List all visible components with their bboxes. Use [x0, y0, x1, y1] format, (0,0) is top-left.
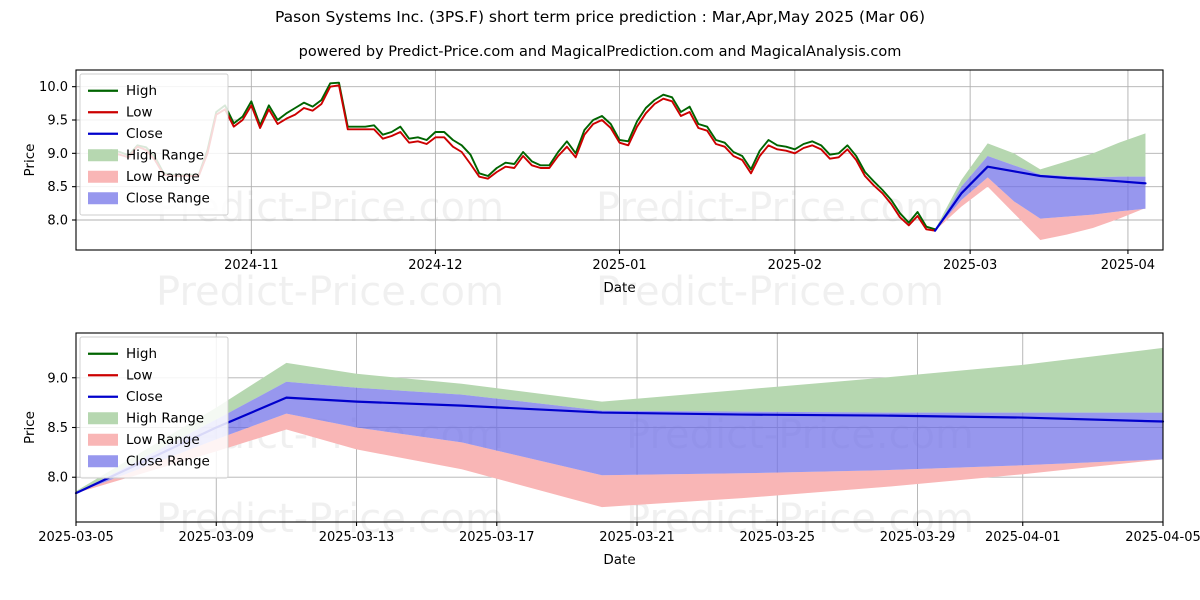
- chart-legend: High Low Close High Range Low Range Close Ran…: [79, 73, 229, 216]
- legend-item-label: High: [126, 83, 157, 99]
- chart-panel-history: Predict-Price.com Predict-Price.com Predic…: [0, 62, 1200, 315]
- x-tick-label: 2024-12: [408, 258, 462, 273]
- legend-item-label: Low Range: [126, 169, 200, 185]
- legend-item-low[interactable]: Low: [88, 367, 153, 383]
- high-range-band: [76, 347, 1163, 494]
- legend-item-label: Low: [126, 367, 153, 383]
- watermark-text: Predict-Price.com: [156, 269, 504, 315]
- forecast-bands: [76, 347, 1163, 508]
- high-line: [110, 81, 937, 231]
- legend-patch-swatch: [88, 455, 118, 468]
- legend-patch-swatch: [88, 149, 118, 162]
- x-tick-label: 2025-03-09: [178, 530, 254, 545]
- legend-item-label: Close Range: [126, 190, 210, 206]
- chart-svg-bottom: Predict-Price.comPredict-Price.comPredic…: [22, 332, 1200, 568]
- x-tick-label: 2025-02: [768, 258, 822, 273]
- page-title: Pason Systems Inc. (3PS.F) short term pr…: [274, 8, 926, 26]
- chart-panel-forecast: Predict-Price.comPredict-Price.comPredic…: [0, 325, 1200, 590]
- watermark-text: Predict-Price.com: [156, 496, 504, 542]
- legend-item-label: Close: [126, 126, 163, 142]
- low-range-band: [76, 413, 1163, 508]
- y-axis-title: Price: [22, 144, 38, 177]
- y-tick-label: 9.0: [47, 371, 68, 386]
- history-series: [110, 81, 937, 232]
- legend-item-close[interactable]: Close: [88, 126, 163, 142]
- legend-item-label: High Range: [126, 410, 204, 426]
- legend-item-label: Close Range: [126, 453, 210, 469]
- x-tick-label: 2025-03: [943, 258, 997, 273]
- legend-item-close-range[interactable]: Close Range: [88, 453, 210, 469]
- legend-item-high[interactable]: High: [88, 83, 157, 99]
- page-subtitle: powered by Predict-Price.com and Magical…: [298, 44, 902, 60]
- y-tick-label: 9.5: [47, 114, 68, 129]
- y-tick-label: 8.0: [47, 214, 68, 229]
- x-axis-title: Date: [603, 280, 635, 296]
- x-tick-label: 2025-04-05: [1125, 530, 1200, 545]
- axes-labels: 8.0 8.5 9.0 9.5 10.0 2024-11 2024-12 2025-01 202…: [22, 80, 1155, 296]
- legend-item-high[interactable]: High: [88, 346, 157, 362]
- x-tick-label: 2025-03-13: [319, 530, 395, 545]
- watermark-text: Predict-Price.com: [626, 496, 974, 542]
- legend-item-high-range[interactable]: High Range: [88, 147, 204, 163]
- x-tick-label: 2025-03-21: [599, 530, 675, 545]
- forecast-bands: [935, 133, 1146, 240]
- close-range-band: [935, 156, 1146, 231]
- x-tick-label: 2025-04: [1101, 258, 1155, 273]
- y-tick-label: 10.0: [39, 80, 68, 95]
- chart-svg-top: Predict-Price.com Predict-Price.com Predic…: [22, 69, 1164, 315]
- legend-patch-swatch: [88, 192, 118, 205]
- x-tick-label: 2025-04-01: [985, 530, 1061, 545]
- y-tick-label: 9.0: [47, 147, 68, 162]
- legend-patch-swatch: [88, 412, 118, 425]
- chart-legend: High Low Close High Range Low Range Close Ran…: [79, 336, 229, 479]
- legend-item-label: Low Range: [126, 432, 200, 448]
- x-tick-label: 2025-03-05: [38, 530, 114, 545]
- legend-item-close[interactable]: Close: [88, 389, 163, 405]
- high-range-band: [935, 133, 1146, 231]
- y-tick-label: 8.5: [47, 180, 68, 195]
- y-tick-label: 8.5: [47, 421, 68, 436]
- x-tick-label: 2025-03-29: [880, 530, 956, 545]
- x-tick-label: 2025-03-17: [459, 530, 535, 545]
- legend-item-low-range[interactable]: Low Range: [88, 432, 200, 448]
- legend-patch-swatch: [88, 170, 118, 183]
- close-range-band: [76, 381, 1163, 494]
- legend-patch-swatch: [88, 433, 118, 446]
- legend-item-label: High Range: [126, 147, 204, 163]
- close-line: [74, 396, 1165, 495]
- legend-item-low[interactable]: Low: [88, 104, 153, 120]
- y-tick-label: 8.0: [47, 471, 68, 486]
- close-line: [933, 165, 1147, 232]
- y-axis-title: Price: [22, 411, 38, 444]
- legend-item-label: High: [126, 346, 157, 362]
- watermark-text: Predict-Price.com: [596, 185, 944, 231]
- low-line: [110, 84, 937, 232]
- x-tick-label: 2025-03-25: [740, 530, 816, 545]
- legend-item-label: Low: [126, 104, 153, 120]
- low-range-band: [935, 177, 1146, 240]
- axes-labels: 8.0 8.5 9.0 2025-03-05 2025-03-09 2025-03-13 2…: [22, 371, 1200, 568]
- legend-item-high-range[interactable]: High Range: [88, 410, 204, 426]
- legend-item-close-range[interactable]: Close Range: [88, 190, 210, 206]
- watermark-text: Predict-Price.com: [596, 269, 944, 315]
- legend-item-label: Close: [126, 389, 163, 405]
- legend-item-low-range[interactable]: Low Range: [88, 169, 200, 185]
- x-tick-label: 2024-11: [224, 258, 278, 273]
- x-tick-label: 2025-01: [592, 258, 646, 273]
- x-axis-title: Date: [603, 552, 635, 568]
